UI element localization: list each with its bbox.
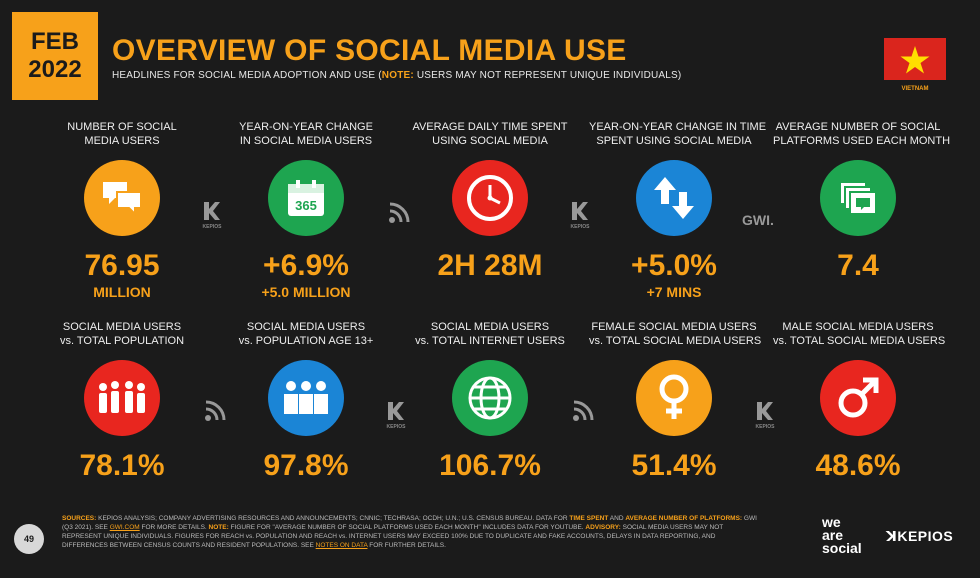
stat-value: 7.4 — [837, 249, 879, 282]
kepios-logo: ꓘKEPIOS — [886, 528, 954, 544]
globe-icon — [452, 360, 528, 436]
stat-male-users: MALE SOCIAL MEDIA USERS vs. TOTAL SOCIAL … — [773, 320, 946, 482]
up-down-arrows-icon — [636, 160, 712, 236]
stat-sub: +5.0 MILLION — [261, 284, 351, 300]
clock-icon — [452, 160, 528, 236]
male-symbol-icon — [820, 360, 896, 436]
vietnam-flag-icon — [884, 38, 946, 80]
page-title: OVERVIEW OF SOCIAL MEDIA USE — [112, 34, 627, 67]
country-label: VIETNAM — [901, 86, 929, 92]
stat-vs-internet-users: SOCIAL MEDIA USERS vs. TOTAL INTERNET USE… — [405, 320, 575, 482]
adults-group-icon — [268, 360, 344, 436]
we-are-social-logo: we are social — [822, 514, 862, 556]
svg-text:365: 365 — [295, 198, 317, 213]
sources-note: SOURCES: KEPIOS ANALYSIS; COMPANY ADVERT… — [62, 515, 757, 549]
stat-social-media-users: NUMBER OF SOCIAL MEDIA USERS 76.95 MILLIO… — [37, 120, 207, 300]
stat-vs-population-13: SOCIAL MEDIA USERS vs. POPULATION AGE 13+… — [221, 320, 391, 482]
female-symbol-icon — [636, 360, 712, 436]
stat-label: SOCIAL MEDIA USERS vs. TOTAL INTERNET USE… — [415, 321, 565, 347]
stat-vs-total-population: SOCIAL MEDIA USERS vs. TOTAL POPULATION 7… — [37, 320, 207, 482]
stat-value: 76.95 — [84, 249, 160, 282]
signal-logo-icon — [202, 398, 228, 426]
stat-value: 48.6% — [815, 449, 901, 482]
stat-label: MALE SOCIAL MEDIA USERS vs. TOTAL SOCIAL … — [773, 321, 946, 347]
kepios-logo-icon: KEPIOS — [755, 400, 775, 430]
page-number: 49 — [14, 524, 44, 554]
stat-value: +6.9% — [263, 249, 349, 282]
subtitle-rest: USERS MAY NOT REPRESENT UNIQUE INDIVIDUA… — [413, 70, 682, 81]
stat-value: 78.1% — [79, 449, 165, 482]
kepios-logo-icon: KEPIOS — [202, 200, 222, 230]
stat-value: 51.4% — [631, 449, 717, 482]
stat-value: 2H 28M — [437, 249, 543, 282]
date-badge: FEB 2022 — [12, 12, 98, 100]
stat-label: AVERAGE DAILY TIME SPENT USING SOCIAL MED… — [412, 121, 568, 147]
stat-value: 97.8% — [263, 449, 349, 482]
stat-label: SOCIAL MEDIA USERS vs. TOTAL POPULATION — [59, 321, 185, 347]
stat-label: AVERAGE NUMBER OF SOCIAL PLATFORMS USED E… — [773, 121, 951, 147]
stat-value: 106.7% — [439, 449, 541, 482]
calendar-365-icon: 365 — [268, 160, 344, 236]
population-group-icon — [84, 360, 160, 436]
subtitle-main: HEADLINES FOR SOCIAL MEDIA ADOPTION AND … — [112, 70, 382, 81]
stat-label: NUMBER OF SOCIAL MEDIA USERS — [67, 121, 177, 147]
date-year: 2022 — [28, 56, 82, 83]
stat-daily-time: AVERAGE DAILY TIME SPENT USING SOCIAL MED… — [405, 120, 575, 284]
notes-on-data-link[interactable]: NOTES ON DATA — [315, 542, 368, 549]
signal-logo-icon — [386, 200, 412, 228]
stat-label: SOCIAL MEDIA USERS vs. POPULATION AGE 13+ — [238, 321, 374, 347]
stat-avg-platforms: AVERAGE NUMBER OF SOCIAL PLATFORMS USED E… — [773, 120, 951, 284]
stat-sub: MILLION — [93, 284, 151, 300]
date-month: FEB — [31, 28, 79, 55]
stacked-windows-icon — [820, 160, 896, 236]
gwi-logo: GWI. — [742, 212, 774, 228]
chat-bubbles-icon — [84, 160, 160, 236]
kepios-mark-icon: ꓘ — [886, 528, 898, 544]
gwi-link[interactable]: GWI.COM — [109, 524, 140, 531]
kepios-logo-icon: KEPIOS — [570, 200, 590, 230]
page-subtitle: HEADLINES FOR SOCIAL MEDIA ADOPTION AND … — [112, 70, 681, 81]
stat-label: YEAR-ON-YEAR CHANGE IN SOCIAL MEDIA USERS — [239, 121, 373, 147]
kepios-logo-icon: KEPIOS — [386, 400, 406, 430]
stat-sub: +7 MINS — [646, 284, 702, 300]
stat-yoy-time: YEAR-ON-YEAR CHANGE IN TIME SPENT USING S… — [589, 120, 767, 300]
stat-female-users: FEMALE SOCIAL MEDIA USERS vs. TOTAL SOCIA… — [589, 320, 762, 482]
stat-label: FEMALE SOCIAL MEDIA USERS vs. TOTAL SOCIA… — [589, 321, 762, 347]
stat-label: YEAR-ON-YEAR CHANGE IN TIME SPENT USING S… — [589, 121, 767, 147]
subtitle-note: NOTE: — [381, 70, 414, 81]
stat-value: +5.0% — [631, 249, 717, 282]
signal-logo-icon — [570, 398, 596, 426]
stat-yoy-users: YEAR-ON-YEAR CHANGE IN SOCIAL MEDIA USERS… — [221, 120, 391, 300]
